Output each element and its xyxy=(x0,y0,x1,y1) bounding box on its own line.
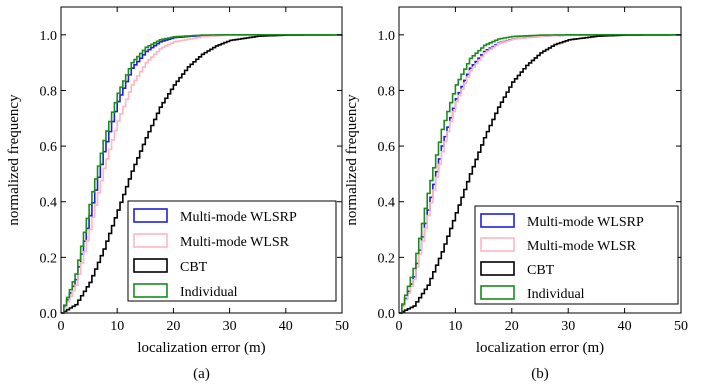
legend-entry: Multi-mode WLSR xyxy=(527,239,637,254)
legend-swatch xyxy=(480,213,515,228)
y-tick-label: 0.4 xyxy=(40,196,58,211)
legend-entry: Multi-mode WLSRP xyxy=(180,210,297,225)
x-tick-label: 10 xyxy=(448,319,462,334)
legend-swatch xyxy=(133,258,168,273)
series-line-individual xyxy=(399,34,681,314)
x-tick-label: 20 xyxy=(505,319,519,334)
legend-swatch xyxy=(480,261,515,276)
x-tick-label: 20 xyxy=(166,319,180,334)
x-tick-label: 30 xyxy=(223,319,237,334)
y-tick-label: 0.8 xyxy=(40,84,58,99)
y-tick-label: 0.2 xyxy=(40,251,58,266)
x-tick-label: 10 xyxy=(110,319,124,334)
y-axis-label: normalized frequency xyxy=(344,94,360,226)
legend-swatch xyxy=(480,237,515,252)
legend-swatch xyxy=(133,208,168,223)
y-tick-label: 1.0 xyxy=(40,29,58,44)
plot-area xyxy=(399,34,682,314)
x-axis-label: localization error (m) xyxy=(476,340,604,356)
legend-swatch xyxy=(133,233,168,248)
y-tick-label: 1.0 xyxy=(378,29,396,44)
legend-entry: CBT xyxy=(527,263,555,278)
legend: Multi-mode WLSRP Multi-mode WLSR CBT Indivi… xyxy=(127,200,337,302)
legend-entry: Individual xyxy=(527,287,585,302)
x-tick-label: 40 xyxy=(279,319,293,334)
chart-panel-a: 0 10 20 30 40 50 0.0 0.2 0.4 0.6 0.8 1.0 localizatio… xyxy=(6,6,349,382)
plot-area xyxy=(61,34,343,314)
x-tick-label: 0 xyxy=(58,319,65,334)
x-tick-label: 50 xyxy=(335,319,349,334)
panel-label: (b) xyxy=(531,366,549,382)
legend: Multi-mode WLSRP Multi-mode WLSR CBT Indivi… xyxy=(474,205,679,305)
legend-box xyxy=(474,205,679,305)
x-axis-label: localization error (m) xyxy=(137,340,265,356)
x-tick-label: 30 xyxy=(561,319,575,334)
panel-label: (a) xyxy=(193,366,210,382)
chart-panel-b: 0 10 20 30 40 50 0.0 0.2 0.4 0.6 0.8 1.0 localizatio… xyxy=(344,6,688,382)
x-tick-label: 0 xyxy=(396,319,403,334)
legend-entry: Multi-mode WLSRP xyxy=(527,215,644,230)
y-tick-label: 0.6 xyxy=(40,140,58,155)
series-line-individual xyxy=(61,34,342,314)
y-tick-label: 0.0 xyxy=(40,307,58,322)
x-tick-label: 50 xyxy=(674,319,688,334)
y-tick-label: 0.0 xyxy=(378,307,396,322)
legend-entry: Multi-mode WLSR xyxy=(180,235,290,250)
x-tick-label: 40 xyxy=(618,319,632,334)
y-axis-label: normalized frequency xyxy=(6,94,22,226)
axes-frame xyxy=(398,6,682,314)
y-tick-label: 0.6 xyxy=(378,140,396,155)
y-tick-label: 0.4 xyxy=(378,196,396,211)
legend-swatch xyxy=(480,285,515,300)
legend-entry: Individual xyxy=(180,285,238,300)
legend-entry: CBT xyxy=(180,260,208,275)
y-tick-label: 0.2 xyxy=(378,251,396,266)
legend-swatch xyxy=(133,283,168,298)
axes-frame xyxy=(60,6,343,314)
y-tick-label: 0.8 xyxy=(378,84,396,99)
